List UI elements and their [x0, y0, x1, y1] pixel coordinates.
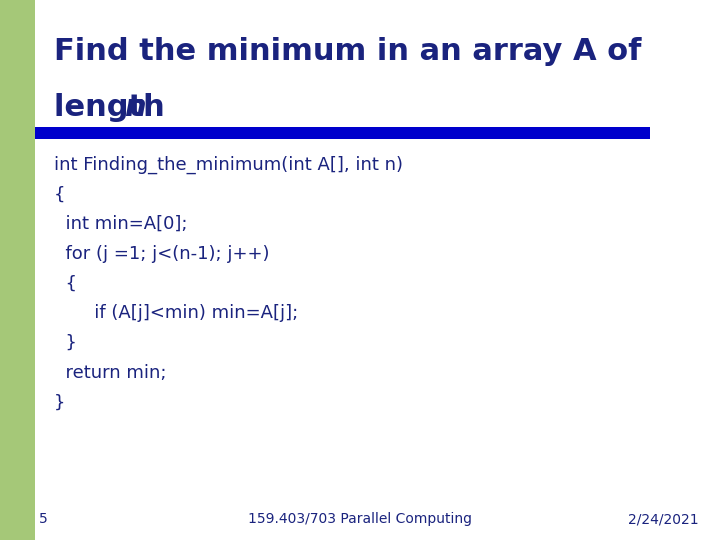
Text: 2/24/2021: 2/24/2021 [628, 512, 698, 526]
Text: }: } [54, 334, 77, 352]
Text: Find the minimum in an array A of: Find the minimum in an array A of [54, 37, 642, 66]
Text: }: } [54, 393, 66, 411]
FancyBboxPatch shape [35, 0, 720, 132]
Text: {: { [54, 274, 77, 293]
Text: if (A[j]<min) min=A[j];: if (A[j]<min) min=A[j]; [54, 304, 298, 322]
Text: int Finding_the_minimum(int A[], int n): int Finding_the_minimum(int A[], int n) [54, 156, 403, 174]
Text: n: n [125, 93, 146, 123]
Text: length: length [54, 93, 176, 123]
Text: for (j =1; j<(n-1); j++): for (j =1; j<(n-1); j++) [54, 245, 269, 263]
Text: 159.403/703 Parallel Computing: 159.403/703 Parallel Computing [248, 512, 472, 526]
FancyBboxPatch shape [0, 0, 35, 540]
Text: return min;: return min; [54, 363, 166, 382]
Text: {: { [54, 185, 66, 204]
FancyBboxPatch shape [35, 127, 650, 139]
Text: 5: 5 [39, 512, 48, 526]
Text: int min=A[0];: int min=A[0]; [54, 215, 187, 233]
